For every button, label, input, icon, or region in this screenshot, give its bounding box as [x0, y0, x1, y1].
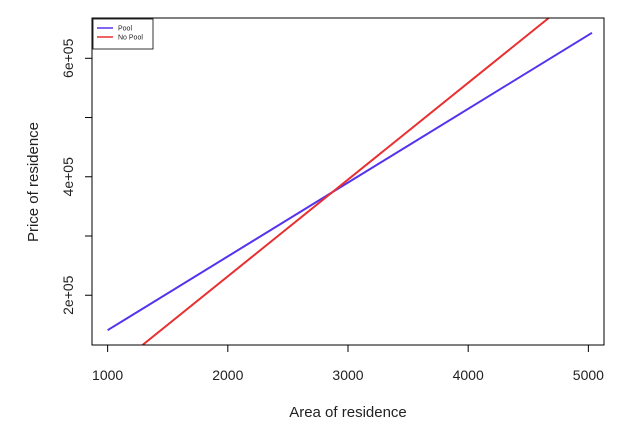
x-tick-label: 3000 [332, 367, 363, 383]
x-axis-title: Area of residence [289, 404, 407, 421]
y-tick-label: 6e+05 [60, 38, 76, 78]
legend-box [92, 18, 154, 50]
series-line-no-pool [141, 18, 550, 345]
series-layer [107, 18, 593, 345]
y-tick-label: 2e+05 [60, 275, 76, 315]
series-line-pool [107, 31, 593, 332]
x-tick-label: 2000 [212, 367, 243, 383]
legend-label: No Pool [118, 35, 143, 42]
x-tick-label: 1000 [92, 367, 123, 383]
legend-label: Pool [118, 26, 132, 33]
legend: Pool No Pool [92, 18, 154, 50]
y-tick-label: 4e+05 [60, 157, 76, 197]
x-tick-label: 4000 [453, 367, 484, 383]
y-axis-title: Price of residence [25, 122, 42, 242]
x-tick-label: 5000 [573, 367, 604, 383]
x-axis: 1000 2000 3000 4000 5000 [92, 344, 604, 383]
y-axis: 2e+05 4e+05 6e+05 [60, 38, 93, 315]
